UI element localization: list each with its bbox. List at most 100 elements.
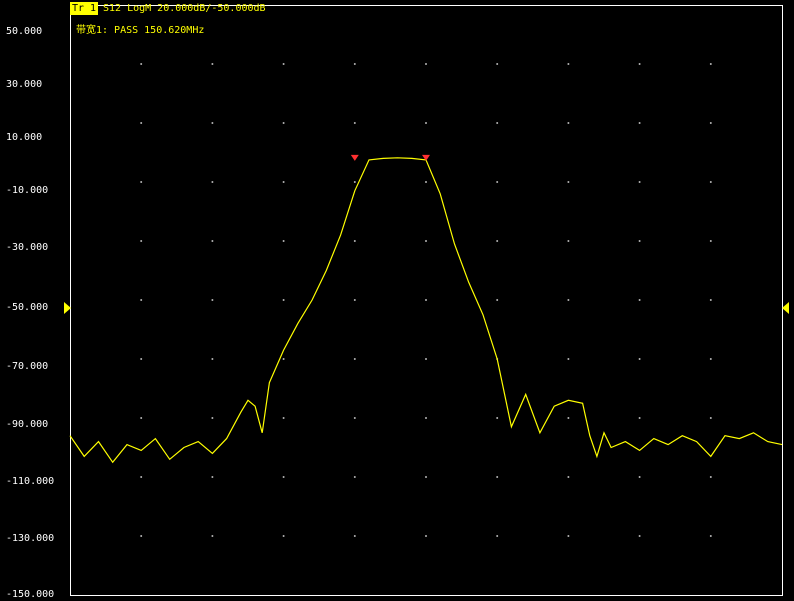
grid-dot xyxy=(709,417,712,419)
y-label-10: 10.000 xyxy=(6,132,43,143)
grid-dot xyxy=(353,63,356,65)
grid-dot xyxy=(496,535,499,537)
reference-level-right-icon[interactable] xyxy=(782,302,789,314)
y-label-m50: -50.000 xyxy=(6,302,49,313)
s12-trace xyxy=(69,157,783,464)
grid-dot xyxy=(140,240,143,242)
grid-dot xyxy=(211,476,214,478)
grid-dot xyxy=(425,358,427,360)
grid-dot xyxy=(496,476,499,478)
grid-dot xyxy=(425,63,427,65)
grid-dot xyxy=(567,417,570,419)
bandwidth-readout: 带宽1: PASS 150.620MHz xyxy=(76,25,205,36)
grid-dot xyxy=(140,476,143,478)
y-label-m10: -10.000 xyxy=(6,185,49,196)
grid-dot xyxy=(709,122,712,124)
bandwidth-marker-1[interactable] xyxy=(350,154,359,161)
grid-dot xyxy=(567,476,570,478)
grid-dot xyxy=(425,476,427,478)
grid-dot xyxy=(567,299,570,301)
grid-dot xyxy=(211,181,214,183)
grid-dot xyxy=(567,535,570,537)
grid-dot xyxy=(425,181,427,183)
grid-dot xyxy=(638,535,641,537)
grid-dot xyxy=(353,240,356,242)
bandwidth-marker-2[interactable] xyxy=(422,154,430,161)
grid-dot xyxy=(567,63,570,65)
grid-dot xyxy=(282,63,285,65)
grid-dot xyxy=(496,122,499,124)
grid-dot xyxy=(425,122,427,124)
grid-dot xyxy=(638,299,641,301)
grid-dot xyxy=(353,535,356,537)
y-label-m90: -90.000 xyxy=(6,419,49,430)
grid-dot xyxy=(211,299,214,301)
grid-dot xyxy=(709,358,712,360)
grid-dot xyxy=(638,417,641,419)
grid-dot xyxy=(496,240,499,242)
y-label-50: 50.000 xyxy=(6,26,43,37)
grid-dot xyxy=(140,181,143,183)
grid-dot xyxy=(353,358,356,360)
grid-dot xyxy=(282,299,285,301)
grid-dot xyxy=(567,240,570,242)
grid-dot xyxy=(709,63,712,65)
grid-dot xyxy=(140,122,143,124)
grid-dot xyxy=(140,535,143,537)
y-label-m150: -150.000 xyxy=(6,589,55,600)
grid-dot xyxy=(496,181,499,183)
grid-dot xyxy=(211,535,214,537)
grid-dot xyxy=(638,358,641,360)
grid-dot xyxy=(282,417,285,419)
grid-dot xyxy=(282,476,285,478)
grid-dot xyxy=(425,535,427,537)
grid-dot xyxy=(496,63,499,65)
plot-frame xyxy=(70,5,783,596)
grid-dot xyxy=(638,181,641,183)
grid-dot xyxy=(425,417,427,419)
grid-dot xyxy=(709,240,712,242)
bandwidth-markers xyxy=(350,154,430,161)
grid-dot xyxy=(638,63,641,65)
trace-info[interactable]: S12 LogM 20.000dB/-50.000dB xyxy=(103,3,266,14)
y-label-m30: -30.000 xyxy=(6,242,49,253)
grid-dot xyxy=(567,122,570,124)
grid-dot xyxy=(425,299,427,301)
grid-dot xyxy=(282,181,285,183)
reference-level-left-icon[interactable] xyxy=(64,302,71,314)
grid-dot xyxy=(140,358,143,360)
y-label-m130: -130.000 xyxy=(6,533,55,544)
grid-dot xyxy=(140,299,143,301)
y-label-30: 30.000 xyxy=(6,79,43,90)
y-label-m70: -70.000 xyxy=(6,361,49,372)
trace-badge[interactable]: Tr 1 xyxy=(70,2,98,15)
grid-dot xyxy=(211,358,214,360)
grid-dot xyxy=(211,122,214,124)
grid-dot xyxy=(709,299,712,301)
grid-dot xyxy=(353,181,356,183)
grid-dot xyxy=(282,240,285,242)
grid-dot xyxy=(211,240,214,242)
grid-dot xyxy=(709,476,712,478)
grid-dot xyxy=(567,181,570,183)
graticule xyxy=(140,63,712,537)
grid-dot xyxy=(282,358,285,360)
grid-dot xyxy=(638,240,641,242)
grid-dot xyxy=(211,417,214,419)
y-label-m110: -110.000 xyxy=(6,476,55,487)
grid-dot xyxy=(496,299,499,301)
grid-dot xyxy=(353,299,356,301)
grid-dot xyxy=(567,358,570,360)
grid-dot xyxy=(211,63,214,65)
grid-dot xyxy=(282,535,285,537)
grid-dot xyxy=(353,476,356,478)
grid-dot xyxy=(709,181,712,183)
grid-dot xyxy=(638,476,641,478)
grid-dot xyxy=(425,240,427,242)
grid-dot xyxy=(140,63,143,65)
grid-dot xyxy=(353,122,356,124)
grid-dot xyxy=(282,122,285,124)
grid-dot xyxy=(638,122,641,124)
